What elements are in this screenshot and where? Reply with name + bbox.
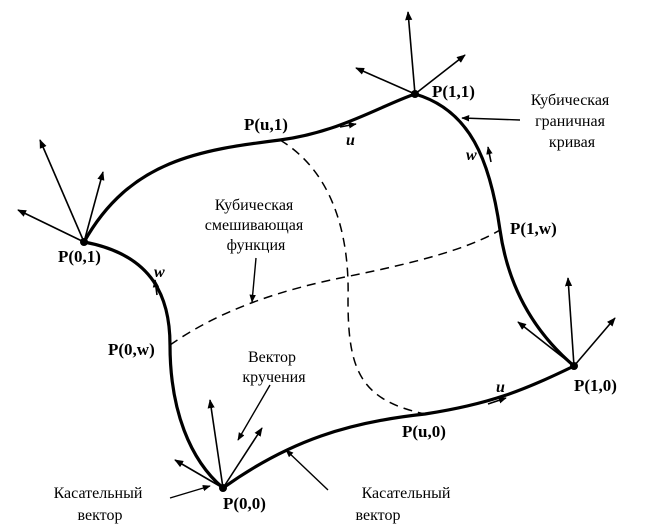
param-u-top: u	[346, 132, 355, 149]
corner-vectors-p10	[517, 277, 616, 367]
param-w-left: w	[154, 264, 165, 281]
corner-vectors-p11	[355, 11, 466, 95]
label-boundary-curve: Кубическая граничная кривая	[531, 92, 614, 151]
label-p11: P(1,1)	[432, 82, 475, 101]
corner-vectors-p01	[17, 139, 105, 243]
interior-curve-w	[279, 139, 426, 415]
boundary-curve-right	[413, 92, 576, 368]
param-w-right: w	[466, 147, 477, 164]
label-p01: P(0,1)	[58, 247, 101, 266]
param-u-bottom: u	[496, 379, 505, 396]
label-p0w: P(0,w)	[108, 340, 155, 359]
corner-vectors-p00	[174, 399, 263, 489]
w-direction-arrow-left	[152, 279, 160, 296]
label-twist-vector: Вектор кручения	[242, 349, 306, 386]
blending-function-leader	[249, 257, 257, 303]
boundary-curve-leader	[461, 115, 521, 122]
corner-point-p01	[80, 238, 88, 246]
corner-point-p11	[411, 90, 419, 98]
label-p1w: P(1,w)	[510, 219, 557, 238]
interior-curve-u	[169, 229, 501, 346]
tangent-left-leader	[169, 485, 211, 499]
u-direction-arrow-bottom	[487, 397, 507, 405]
tangent-right-leader	[285, 449, 329, 491]
label-p00: P(0,0)	[223, 494, 266, 513]
label-p10: P(1,0)	[574, 376, 617, 395]
label-blending-function: Кубическая смешивающая функция	[205, 197, 307, 254]
label-tangent-vector-left: Касательный вектор	[54, 485, 147, 524]
label-pu1: P(u,1)	[244, 115, 288, 134]
label-tangent-vector-right: Касательный вектор	[356, 485, 455, 524]
w-direction-arrow-right	[486, 146, 493, 163]
u-direction-arrow-top	[339, 122, 357, 129]
label-pu0: P(u,0)	[402, 422, 446, 441]
twist-vector-leader	[237, 384, 271, 441]
boundary-curve-top	[82, 92, 417, 244]
corner-point-p00	[219, 484, 227, 492]
corner-point-p10	[570, 362, 578, 370]
